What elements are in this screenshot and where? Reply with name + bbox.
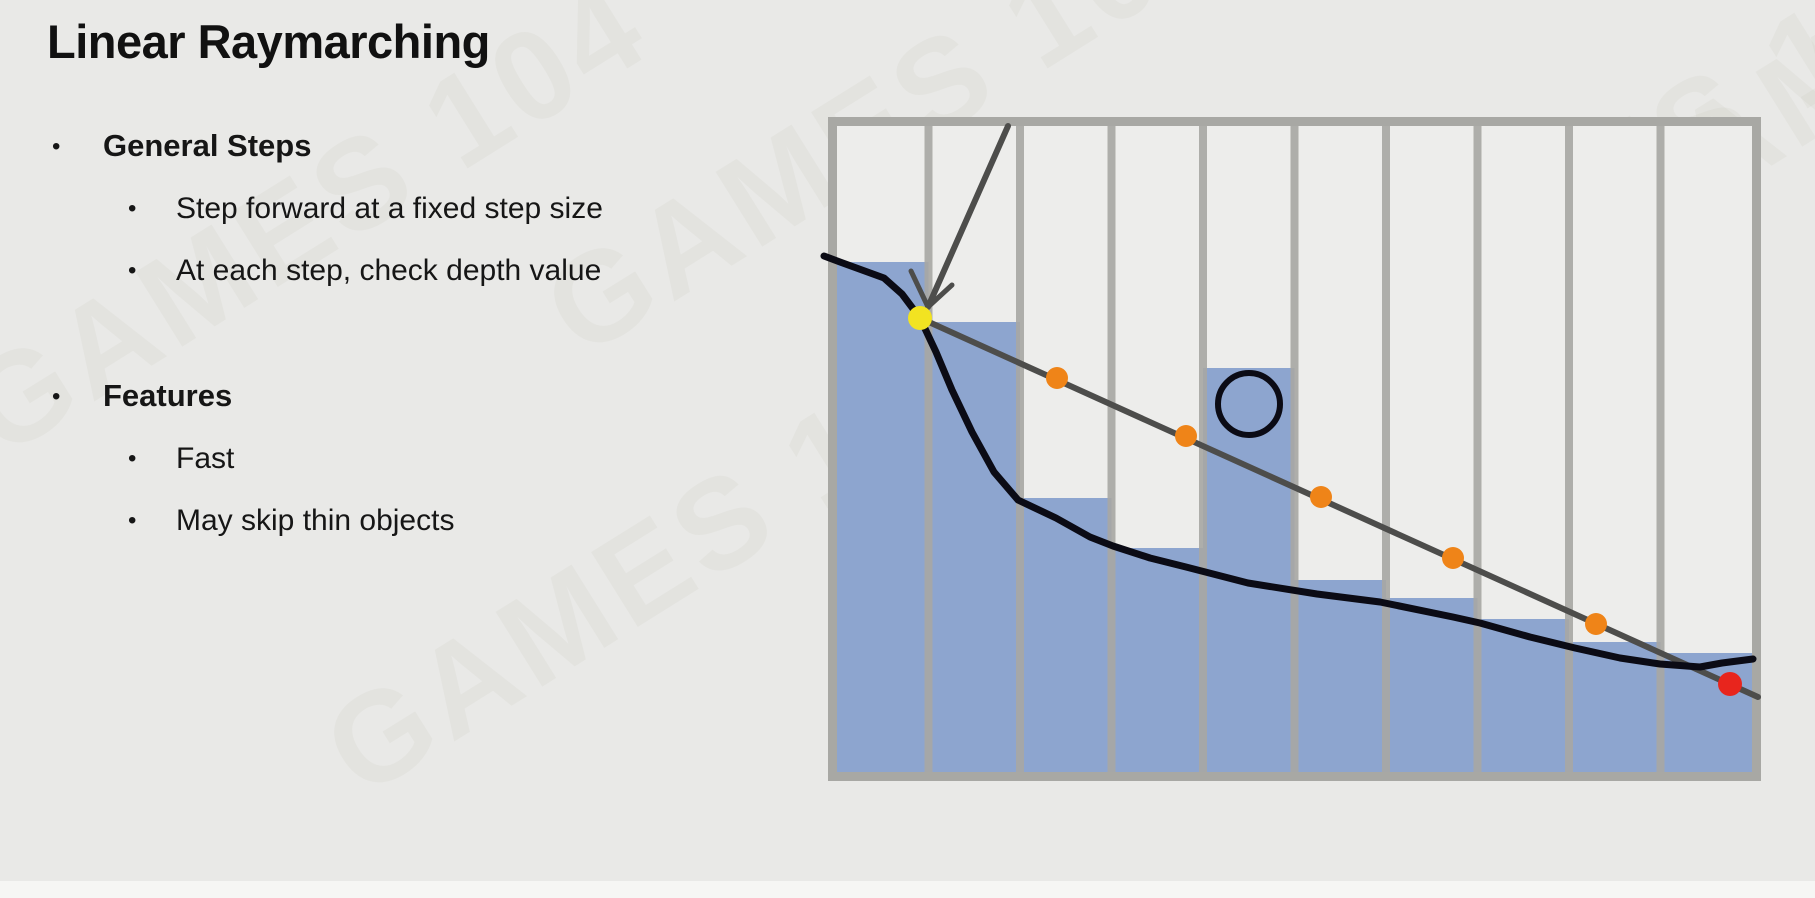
bullet-general-steps: • General Steps bbox=[52, 128, 311, 164]
bullet-icon: • bbox=[128, 507, 137, 534]
view-ray-arrowhead bbox=[908, 268, 931, 310]
bullet-icon: • bbox=[128, 195, 137, 222]
thin-object-circle bbox=[1215, 370, 1283, 438]
depth-bar bbox=[1020, 498, 1112, 772]
depth-bar bbox=[1386, 598, 1478, 772]
surface-curve bbox=[820, 252, 1757, 671]
bullet-check-depth: • At each step, check depth value bbox=[128, 254, 601, 288]
bottom-strip bbox=[0, 881, 1815, 898]
ray-step-dot bbox=[1175, 425, 1197, 447]
depth-bar bbox=[928, 322, 1020, 772]
bullet-icon: • bbox=[128, 445, 137, 472]
bullet-label: May skip thin objects bbox=[176, 504, 455, 537]
depth-bar bbox=[1111, 548, 1203, 772]
bullet-icon: • bbox=[128, 257, 137, 284]
view-ray-arrowhead bbox=[925, 282, 955, 310]
ray-start-dot bbox=[908, 306, 932, 330]
ray-step-dot bbox=[1310, 486, 1332, 508]
depth-bar bbox=[1203, 368, 1295, 772]
bullet-icon: • bbox=[52, 383, 61, 410]
bullet-fast: • Fast bbox=[128, 442, 234, 476]
ray-step-dot bbox=[1442, 547, 1464, 569]
bullet-label: Features bbox=[103, 378, 233, 413]
ray-step-dot bbox=[1585, 613, 1607, 635]
depth-bar bbox=[1294, 580, 1386, 772]
view-ray bbox=[925, 123, 1011, 310]
bullet-label: Step forward at a fixed step size bbox=[176, 192, 603, 225]
bullet-step-forward: • Step forward at a fixed step size bbox=[128, 192, 603, 226]
bullet-features: • Features bbox=[52, 378, 232, 414]
bullet-label: General Steps bbox=[103, 128, 312, 163]
bullet-icon: • bbox=[52, 133, 61, 160]
depth-bar bbox=[837, 262, 929, 772]
bullet-skip-thin: • May skip thin objects bbox=[128, 504, 454, 538]
page-title: Linear Raymarching bbox=[47, 15, 490, 68]
bullet-label: Fast bbox=[176, 442, 235, 475]
ray-hit-dot bbox=[1718, 672, 1742, 696]
ray-step-dot bbox=[1046, 367, 1068, 389]
bullet-label: At each step, check depth value bbox=[176, 254, 602, 287]
